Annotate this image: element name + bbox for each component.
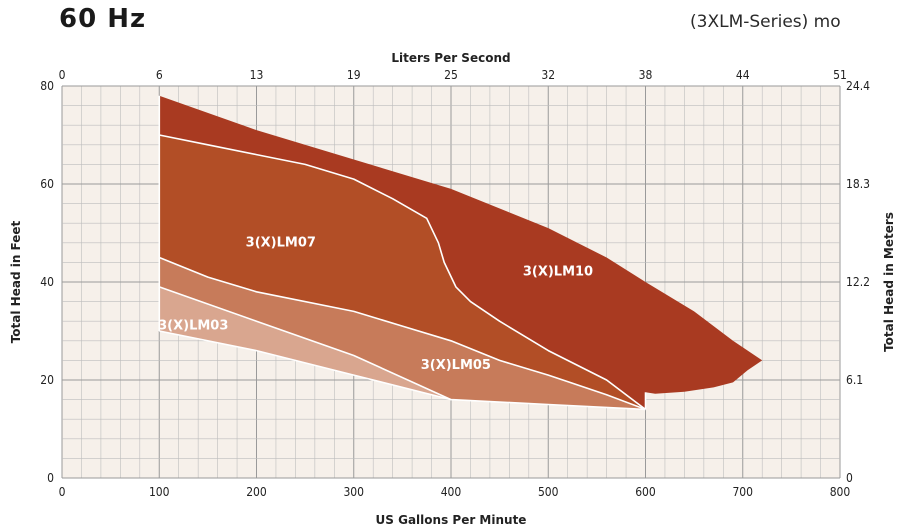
y-tick-label: 40: [40, 275, 54, 289]
x2-tick-label: 51: [833, 68, 847, 82]
y2-tick-label: 6.1: [846, 373, 863, 387]
region-3-x-lm05: [159, 257, 646, 410]
series-caption: (3XLM-Series) mo: [690, 12, 841, 32]
x-tick-label: 600: [635, 485, 656, 499]
y2-tick-label: 12.2: [846, 275, 870, 289]
y2-tick-label: 0: [846, 471, 853, 485]
right-axis-title: Total Head in Meters: [882, 212, 896, 352]
y2-tick-label: 24.4: [846, 79, 870, 93]
y-tick-label: 80: [40, 79, 54, 93]
x2-tick-label: 6: [156, 68, 163, 82]
x2-tick-label: 0: [59, 68, 66, 82]
y-tick-label: 20: [40, 373, 54, 387]
region-3-x-lm03: [159, 286, 452, 400]
x-tick-label: 800: [830, 485, 851, 499]
frequency-title: 60 Hz: [59, 4, 147, 34]
x2-tick-label: 13: [250, 68, 264, 82]
x-tick-label: 300: [343, 485, 364, 499]
x2-tick-label: 19: [347, 68, 361, 82]
left-axis-title: Total Head in Feet: [9, 220, 23, 343]
x-tick-label: 200: [246, 485, 267, 499]
y-tick-label: 0: [47, 471, 54, 485]
x-tick-label: 400: [441, 485, 462, 499]
region-boundary: [159, 134, 646, 411]
x-tick-label: 100: [149, 485, 170, 499]
x2-tick-label: 44: [736, 68, 750, 82]
y2-tick-label: 18.3: [846, 177, 870, 191]
region-3-x-lm10: [159, 95, 763, 410]
bottom-axis-title: US Gallons Per Minute: [376, 513, 527, 527]
region-3-x-lm07: [159, 135, 646, 410]
x-tick-label: 700: [732, 485, 753, 499]
region-label: 3(X)LM03: [158, 319, 228, 334]
region-label: 3(X)LM05: [421, 358, 491, 373]
region-label: 3(X)LM07: [246, 235, 316, 250]
region-label: 3(X)LM10: [523, 265, 593, 280]
region-boundary: [159, 286, 646, 411]
y-tick-label: 60: [40, 177, 54, 191]
top-axis-title: Liters Per Second: [391, 51, 510, 65]
x2-tick-label: 32: [541, 68, 555, 82]
x-tick-label: 0: [59, 485, 66, 499]
region-boundary: [159, 330, 452, 401]
x-tick-label: 500: [538, 485, 559, 499]
x2-tick-label: 38: [639, 68, 653, 82]
x2-tick-label: 25: [444, 68, 458, 82]
region-boundary: [159, 256, 646, 411]
